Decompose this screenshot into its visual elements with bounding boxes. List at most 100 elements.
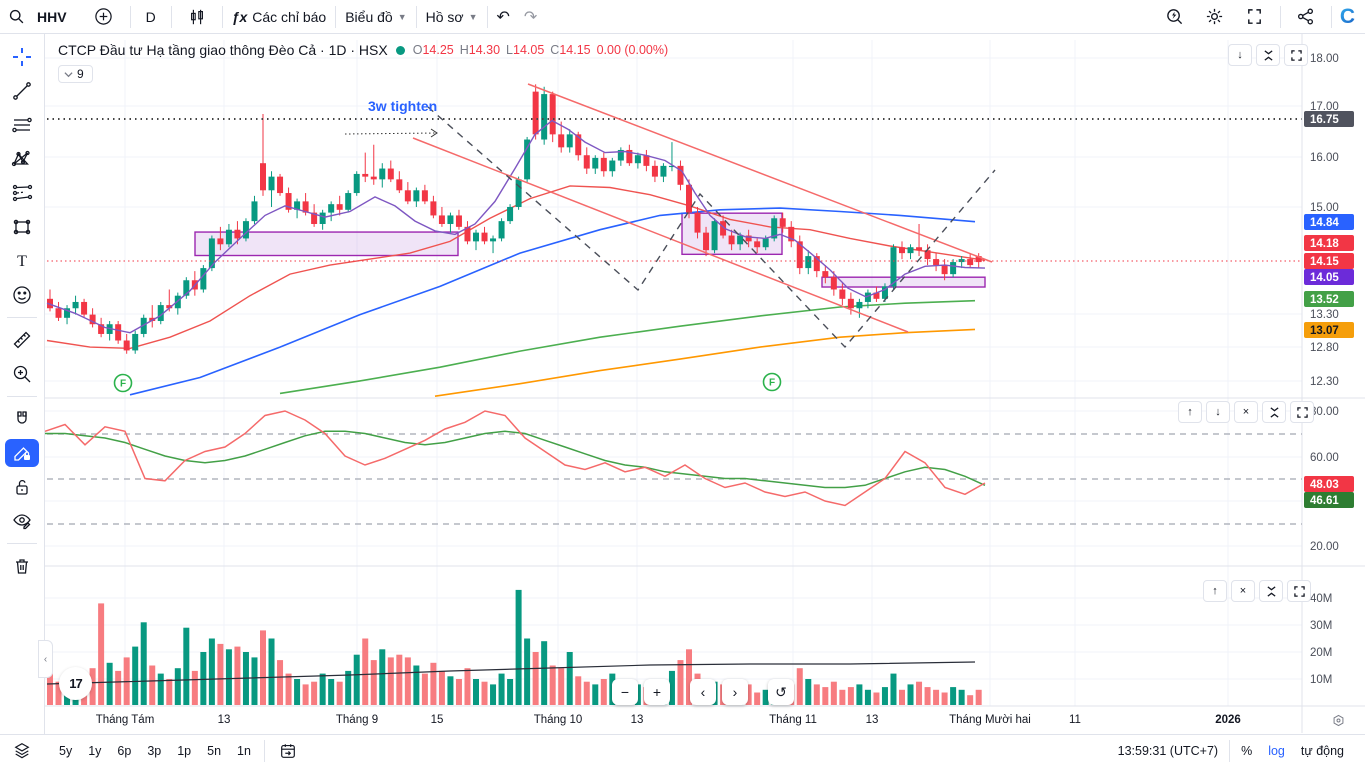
- search-icon[interactable]: [6, 7, 26, 27]
- toolbar-collapse-handle[interactable]: ‹: [38, 640, 53, 678]
- symbol-title[interactable]: CTCP Đầu tư Hạ tầng giao thông Đèo Cả · …: [58, 42, 388, 58]
- candle-body: [498, 221, 505, 239]
- close-pane-button[interactable]: ×: [1231, 580, 1255, 602]
- market-status-dot[interactable]: [395, 45, 405, 55]
- go-to-date-icon[interactable]: [271, 738, 305, 764]
- range-5n-button[interactable]: 5n: [207, 744, 222, 758]
- close-pane-button[interactable]: ×: [1234, 401, 1258, 423]
- move-up-pane-button[interactable]: ↑: [1178, 401, 1202, 423]
- zoom-out-button[interactable]: −: [612, 679, 638, 705]
- fullscreen-icon[interactable]: [1238, 4, 1272, 30]
- candle-body: [924, 250, 931, 260]
- price-badge: [1304, 111, 1354, 127]
- candlesticks[interactable]: [47, 84, 982, 354]
- maximize-pane-button[interactable]: [1290, 401, 1314, 423]
- volume-pane[interactable]: [46, 589, 982, 705]
- rectangle-tool[interactable]: [5, 213, 39, 241]
- chevron-down-icon: ▼: [468, 11, 478, 22]
- volume-bar: [796, 668, 803, 705]
- candle-body: [677, 165, 684, 185]
- settings-gear-icon[interactable]: [1198, 4, 1232, 30]
- scroll-left-button[interactable]: ‹: [690, 679, 716, 705]
- compare-add-icon[interactable]: [94, 7, 114, 27]
- range-1p-button[interactable]: 1p: [177, 744, 192, 758]
- time-label: 15: [431, 714, 444, 726]
- rsi-pane[interactable]: [44, 410, 1302, 525]
- text-tool[interactable]: T: [5, 247, 39, 275]
- price-axis[interactable]: 18.00 17.00 16.00 15.00 13.30 12.80 12.30 80.00…: [1304, 53, 1354, 686]
- remove-all-tool[interactable]: [5, 552, 39, 580]
- trend-line-tool[interactable]: [5, 77, 39, 105]
- maximize-pane-button[interactable]: [1284, 44, 1308, 66]
- volume-bar: [507, 679, 514, 705]
- crosshair-tool[interactable]: [5, 43, 39, 71]
- highlight-boxes[interactable]: [194, 212, 986, 288]
- volume-bar: [532, 652, 539, 705]
- ruler-tool[interactable]: [5, 326, 39, 354]
- move-down-pane-button[interactable]: ↓: [1206, 401, 1230, 423]
- zoom-in-tool[interactable]: [5, 360, 39, 388]
- candle-body: [634, 155, 641, 164]
- emoji-tool[interactable]: [5, 281, 39, 309]
- collapse-pane-button[interactable]: [1259, 580, 1283, 602]
- maximize-pane-button[interactable]: [1287, 580, 1311, 602]
- volume-bar: [933, 689, 940, 705]
- range-1y-button[interactable]: 1y: [88, 744, 102, 758]
- range-1n-button[interactable]: 1n: [237, 744, 251, 758]
- projection-tool[interactable]: [5, 179, 39, 207]
- layout-menu-button[interactable]: Biểu đồ ▼: [345, 8, 407, 25]
- collapse-pane-button[interactable]: [1262, 401, 1286, 423]
- volume-bar: [311, 681, 318, 705]
- object-tree-icon[interactable]: [8, 737, 36, 763]
- move-down-pane-button[interactable]: ↓: [1228, 44, 1252, 66]
- volume-bar: [541, 641, 548, 705]
- lock-all-tool[interactable]: [5, 473, 39, 501]
- time-axis-settings-icon[interactable]: [1328, 710, 1348, 730]
- candle-body: [762, 238, 769, 248]
- candle-body: [311, 212, 318, 224]
- volume-ma-line: [46, 661, 976, 685]
- range-3p-button[interactable]: 3p: [147, 744, 162, 758]
- log-scale-toggle[interactable]: log: [1268, 744, 1285, 758]
- candle-body: [260, 163, 266, 191]
- indicators-button[interactable]: ƒx Các chỉ báo: [231, 8, 327, 25]
- reset-chart-button[interactable]: ↺: [768, 679, 794, 705]
- move-up-pane-button[interactable]: ↑: [1203, 580, 1227, 602]
- price-badge-label: 46.61: [1310, 495, 1339, 507]
- text-annotation: 3w tighten: [368, 98, 437, 114]
- scroll-right-button[interactable]: ›: [722, 679, 748, 705]
- volume-bar: [830, 681, 837, 705]
- candle-body: [473, 232, 479, 242]
- auto-scale-toggle[interactable]: tự động: [1300, 744, 1344, 758]
- time-axis[interactable]: Tháng Tám 13 Tháng 9 15 Tháng 10 13 Tháng 11 13…: [96, 714, 1241, 726]
- xabcd-pattern-tool[interactable]: [5, 145, 39, 173]
- profile-menu-button[interactable]: Hồ sơ ▼: [425, 8, 478, 25]
- browser-logo[interactable]: C: [1339, 4, 1355, 28]
- zoom-in-button[interactable]: +: [644, 679, 670, 705]
- share-icon[interactable]: [1289, 4, 1323, 30]
- indicators-collapse-chip[interactable]: 9: [58, 65, 93, 83]
- quick-search-icon[interactable]: [1158, 4, 1192, 30]
- interval-button[interactable]: D: [145, 8, 156, 25]
- magnet-tool[interactable]: [5, 405, 39, 433]
- tradingview-logo[interactable]: 17: [59, 667, 92, 700]
- clock-display[interactable]: 13:59:31 (UTC+7): [1117, 744, 1219, 758]
- drawing-lock-tool[interactable]: [5, 439, 39, 467]
- undo-button[interactable]: ↶: [496, 8, 510, 26]
- range-6p-button[interactable]: 6p: [117, 744, 132, 758]
- volume-bar: [200, 652, 207, 705]
- hide-all-tool[interactable]: [5, 507, 39, 535]
- redo-button[interactable]: ↷: [523, 8, 538, 26]
- fib-retracement-tool[interactable]: [5, 111, 39, 139]
- price-badge-label: 14.15: [1310, 256, 1339, 268]
- percent-scale-toggle[interactable]: %: [1241, 744, 1253, 758]
- candle-body: [217, 238, 224, 245]
- annotations[interactable]: 3w tighten F F: [47, 83, 1302, 393]
- candle-body: [208, 238, 215, 269]
- collapse-pane-button[interactable]: [1256, 44, 1280, 66]
- range-5y-button[interactable]: 5y: [59, 744, 73, 758]
- symbol-search-button[interactable]: HHV: [37, 8, 67, 25]
- chart-style-icon[interactable]: [180, 4, 214, 30]
- volume-bar: [490, 684, 497, 705]
